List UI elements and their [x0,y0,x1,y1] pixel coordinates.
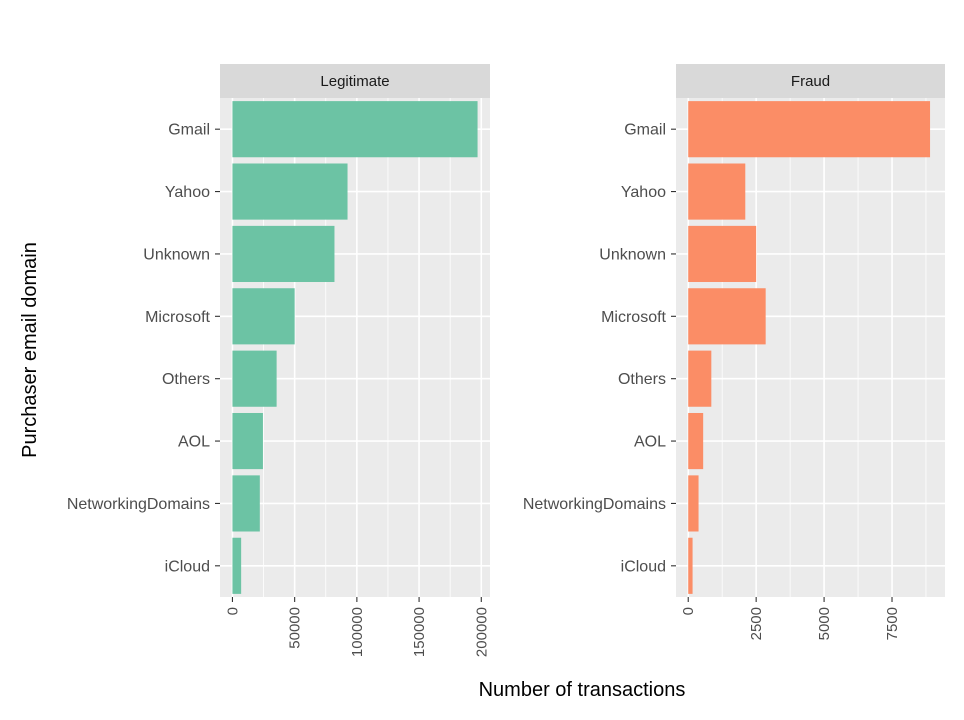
bar-legitimate-networkingdomains [232,475,260,532]
category-label-icloud: iCloud [621,558,666,575]
bar-fraud-others [688,350,712,407]
category-label-others: Others [162,371,210,388]
category-label-networkingdomains: NetworkingDomains [67,496,210,513]
bar-legitimate-others [232,350,277,407]
x-tick-label: 0 [224,607,241,615]
bar-fraud-unknown [688,225,757,283]
bar-fraud-gmail [688,101,931,158]
bar-fraud-icloud [688,537,693,594]
category-label-microsoft: Microsoft [601,309,666,326]
bar-fraud-aol [688,412,704,470]
x-tick-label: 150000 [411,607,428,657]
category-label-networkingdomains: NetworkingDomains [523,496,666,513]
x-tick-label: 7500 [884,607,901,640]
bar-legitimate-unknown [232,225,335,283]
x-tick-label: 2500 [748,607,765,640]
bar-fraud-yahoo [688,163,746,220]
bar-fraud-networkingdomains [688,475,699,532]
bar-legitimate-aol [232,412,263,470]
category-label-aol: AOL [178,434,210,451]
category-label-icloud: iCloud [165,558,210,575]
x-tick-label: 100000 [349,607,366,657]
bar-legitimate-gmail [232,101,478,158]
bar-legitimate-microsoft [232,288,295,345]
category-label-yahoo: Yahoo [165,184,210,201]
x-tick-label: 50000 [287,607,304,649]
category-label-yahoo: Yahoo [621,184,666,201]
strip-legitimate [220,64,490,98]
x-tick-label: 200000 [473,607,490,657]
bar-legitimate-yahoo [232,163,348,220]
category-label-unknown: Unknown [143,246,210,263]
x-axis-title: Number of transactions [479,679,686,701]
y-axis-title: Purchaser email domain [19,242,41,458]
category-label-aol: AOL [634,434,666,451]
strip-fraud [676,64,945,98]
category-label-others: Others [618,371,666,388]
panel-fraud: Fraud 0 2500 5000 7500 Gmail Yahoo Unknown Micro… [523,64,945,640]
category-label-gmail: Gmail [624,122,666,139]
panel-legitimate: Legitimate 0 50000 100000 150000 200000 Gmail Y… [67,64,490,657]
category-label-gmail: Gmail [168,122,210,139]
category-label-unknown: Unknown [599,246,666,263]
bar-fraud-microsoft [688,288,766,345]
category-label-microsoft: Microsoft [145,309,210,326]
strip-label-fraud: Fraud [791,73,830,90]
x-tick-label: 5000 [816,607,833,640]
x-tick-label: 0 [680,607,697,615]
bar-legitimate-icloud [232,537,242,594]
strip-label-legitimate: Legitimate [320,73,389,90]
